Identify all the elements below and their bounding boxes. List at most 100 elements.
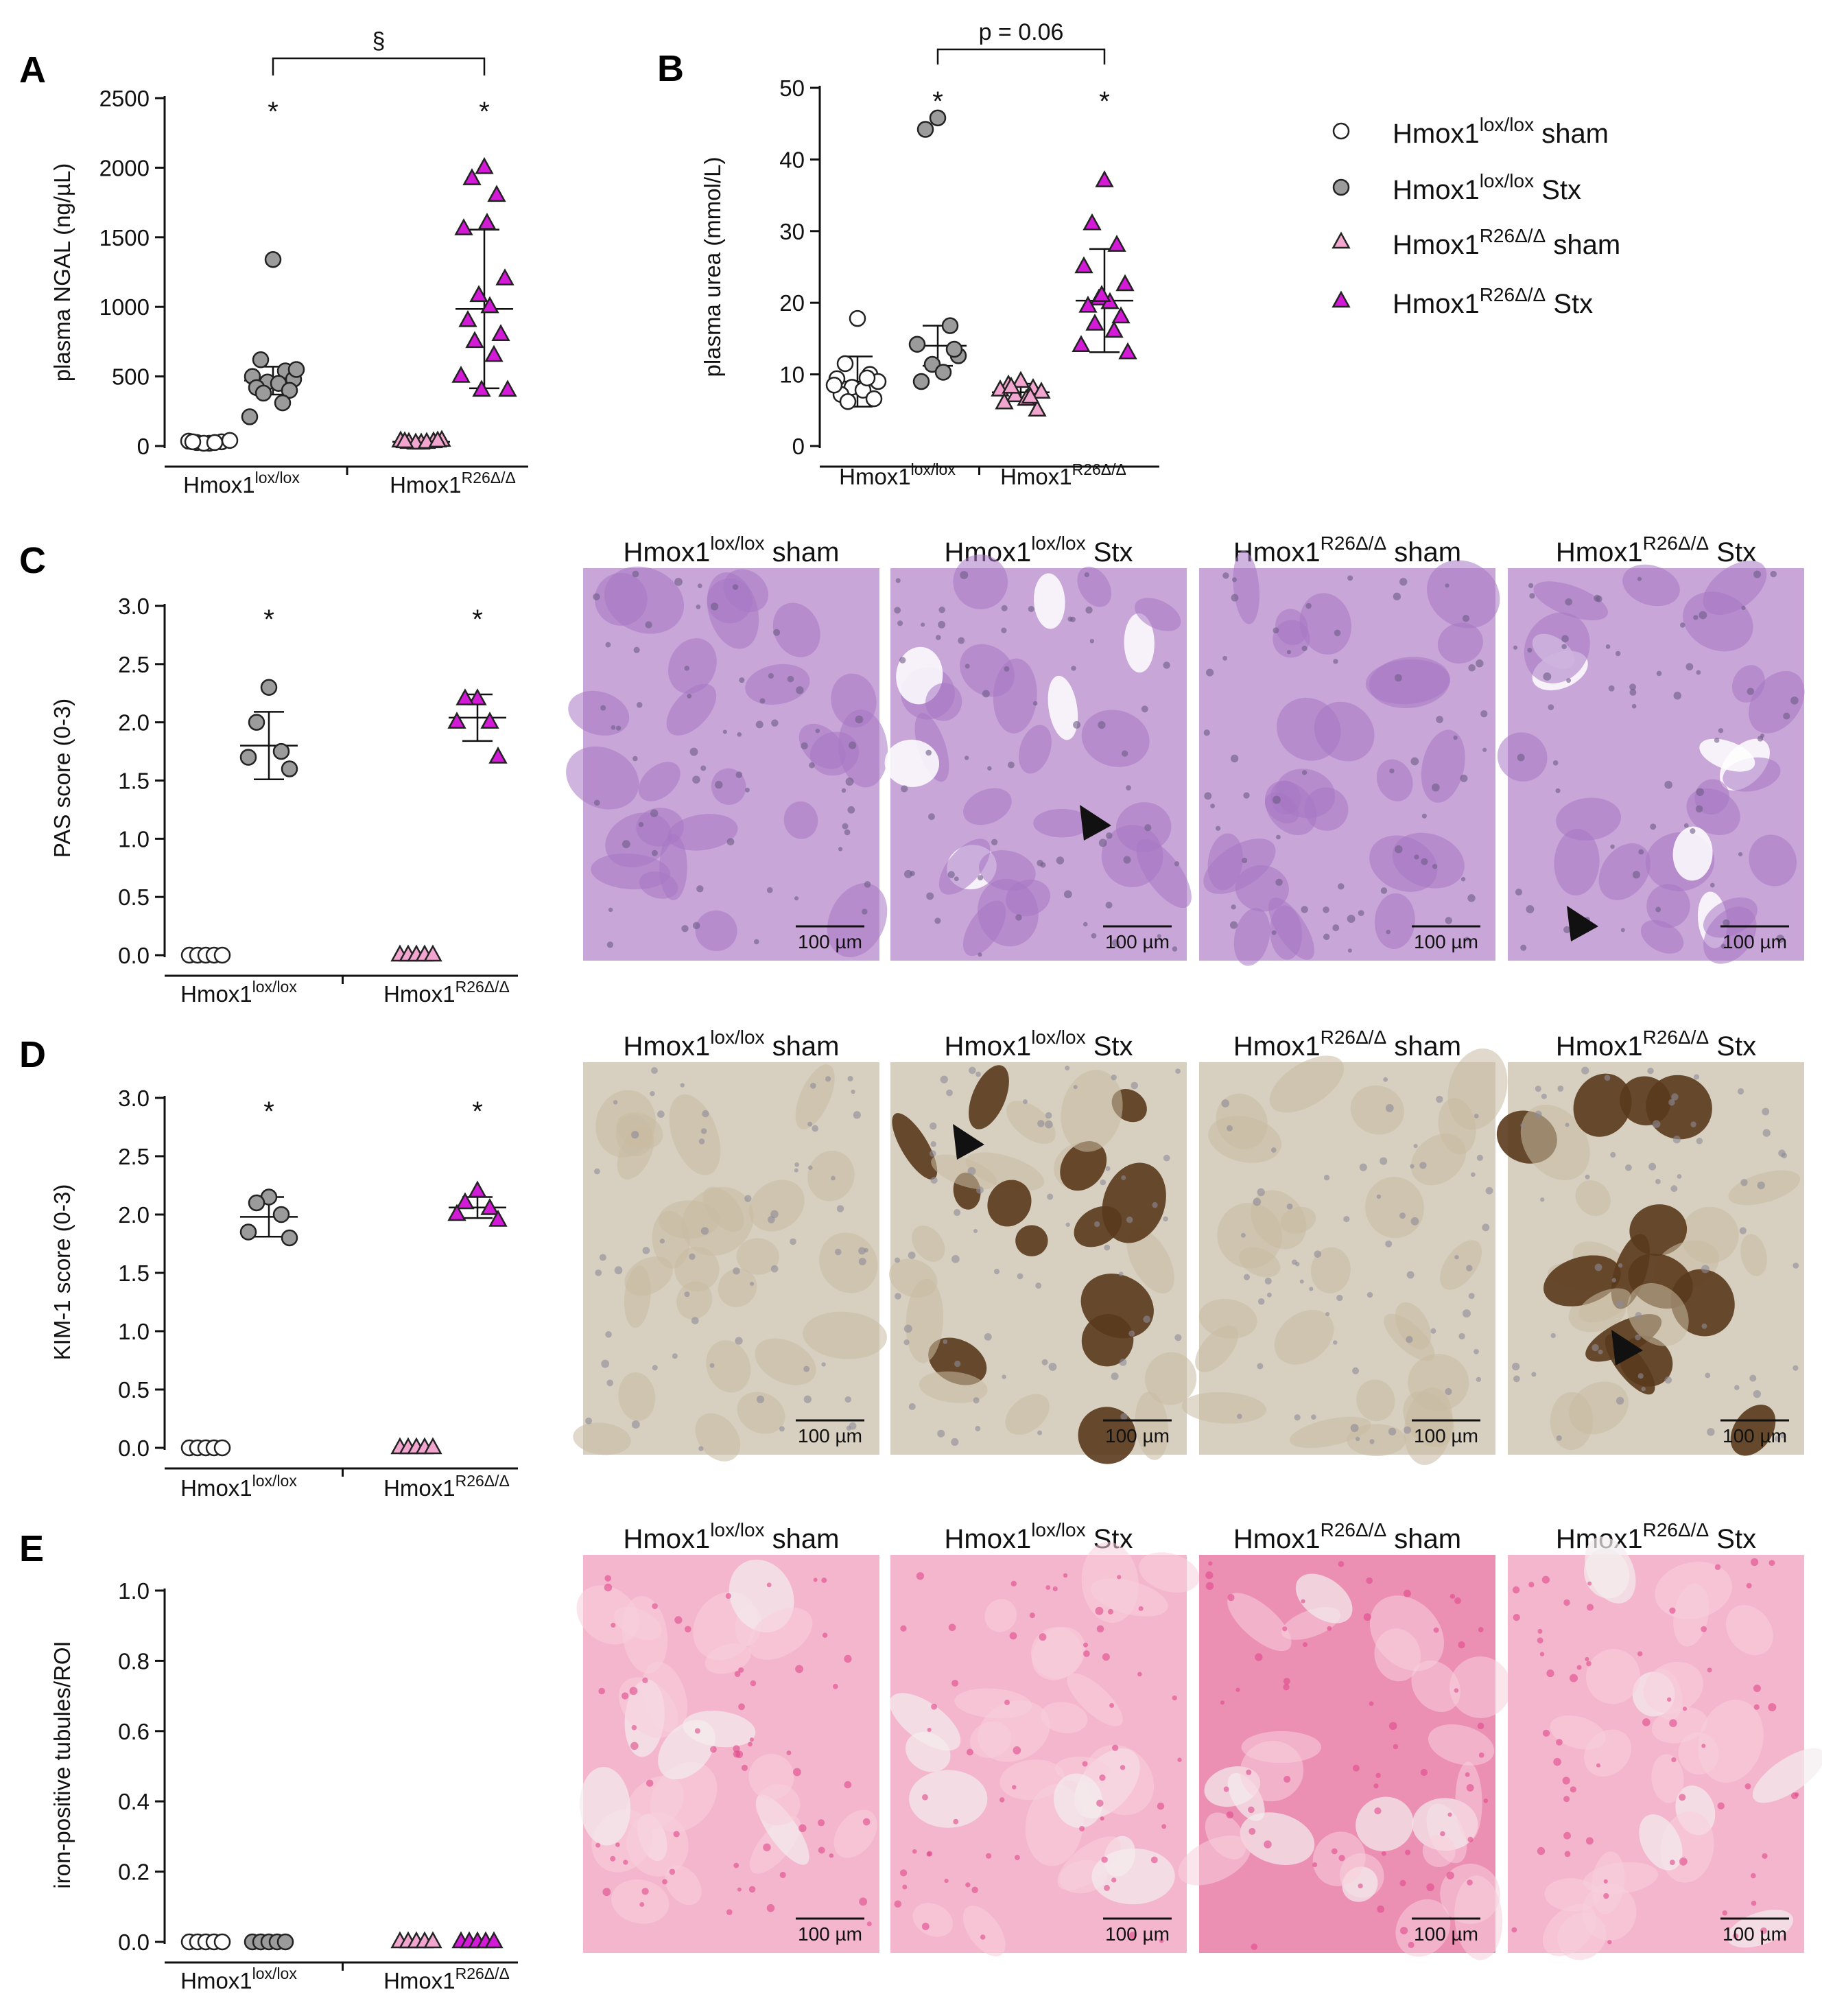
cell-nucleus — [1696, 788, 1704, 797]
cell-nucleus — [1586, 1604, 1594, 1611]
cell-nucleus — [1111, 1877, 1117, 1883]
cell-nucleus — [1141, 705, 1148, 713]
data-point — [468, 1180, 487, 1198]
tissue-structure — [1061, 1070, 1123, 1152]
data-point — [480, 712, 499, 729]
cell-nucleus — [1478, 1627, 1484, 1632]
cell-nucleus — [1762, 1853, 1768, 1859]
cell-nucleus — [786, 1750, 792, 1756]
tissue-structure — [1019, 725, 1052, 774]
tissue-structure — [1274, 1310, 1334, 1365]
cell-nucleus — [1405, 1849, 1411, 1855]
cell-nucleus — [1512, 1586, 1520, 1594]
cell-nucleus — [1531, 1372, 1537, 1377]
tissue-structure — [1740, 1234, 1767, 1276]
cell-nucleus — [1410, 757, 1419, 766]
label-base: Hmox1 — [945, 1031, 1032, 1062]
cell-nucleus — [809, 1082, 816, 1089]
data-point — [447, 712, 466, 729]
data-point — [1032, 382, 1051, 399]
cell-nucleus — [1381, 1851, 1386, 1856]
tissue-structure — [1181, 1392, 1267, 1424]
significance-star: * — [263, 605, 274, 635]
cell-nucleus — [700, 1128, 707, 1134]
cell-nucleus — [929, 1122, 937, 1130]
cell-nucleus — [951, 1679, 959, 1687]
cell-nucleus — [604, 1575, 611, 1582]
label-base: Hmox1 — [1000, 464, 1072, 489]
data-point — [1092, 285, 1111, 302]
cell-nucleus — [631, 1420, 640, 1429]
cell-nucleus — [1542, 1729, 1550, 1737]
cell-nucleus — [1128, 1330, 1135, 1337]
cell-nucleus — [1358, 910, 1364, 917]
tissue-structure — [1135, 598, 1181, 631]
data-point — [260, 679, 278, 696]
cell-nucleus — [971, 1886, 978, 1894]
cell-nucleus — [1717, 1802, 1725, 1810]
cell-nucleus — [1753, 1704, 1760, 1710]
cell-nucleus — [803, 1366, 810, 1372]
cell-nucleus — [1377, 1905, 1385, 1913]
cell-nucleus — [1093, 1221, 1100, 1228]
label-base: Hmox1 — [1393, 119, 1480, 149]
cell-nucleus — [645, 621, 652, 629]
cell-nucleus — [1478, 1752, 1484, 1758]
cell-nucleus — [1175, 1068, 1181, 1074]
arrowhead-marker — [1080, 805, 1111, 841]
cell-nucleus — [1230, 754, 1239, 763]
cell-nucleus — [745, 787, 750, 793]
micrograph-title: Hmox1R26Δ/Δ sham — [1233, 532, 1461, 567]
cell-nucleus — [1249, 1827, 1256, 1835]
tissue-structure — [1438, 1098, 1476, 1155]
cell-nucleus — [753, 939, 759, 945]
cell-nucleus — [954, 876, 959, 882]
cell-nucleus — [763, 1843, 771, 1851]
cell-nucleus — [807, 1165, 813, 1171]
data-point — [423, 944, 442, 962]
cell-nucleus — [984, 1333, 992, 1341]
cell-nucleus — [1562, 1777, 1570, 1785]
chart-plasma-ngal: 0 500 1000 1500 2000 2500 plasma NGAL (ng/µL) H… — [49, 28, 528, 497]
cell-nucleus — [1257, 1298, 1265, 1305]
cell-nucleus — [902, 1884, 908, 1890]
tissue-structure — [772, 602, 820, 657]
label-suffix: Stx — [1534, 175, 1581, 205]
cell-nucleus — [1001, 627, 1007, 633]
data-point — [184, 433, 202, 451]
cell-nucleus — [841, 788, 847, 793]
x-label-r26: Hmox1R26Δ/Δ — [1000, 460, 1126, 489]
cell-nucleus — [1144, 824, 1152, 832]
cell-nucleus — [1210, 804, 1216, 809]
cell-nucleus — [821, 1578, 827, 1583]
micrograph-title: Hmox1R26Δ/Δ Stx — [1556, 1519, 1756, 1554]
cell-nucleus — [1177, 1757, 1182, 1762]
data-point — [1006, 385, 1025, 403]
scale-bar-label: 100 µm — [1414, 1923, 1478, 1945]
cell-nucleus — [1604, 1075, 1611, 1081]
y-axis-label: PAS score (0-3) — [49, 699, 75, 858]
tissue-structure — [1034, 573, 1065, 629]
cell-nucleus — [1347, 948, 1352, 953]
tissue-structure — [1115, 802, 1172, 852]
tissue-structure — [1411, 1660, 1460, 1712]
data-point — [456, 688, 475, 705]
cell-nucleus — [622, 840, 630, 849]
cell-nucleus — [1375, 1772, 1381, 1779]
cell-nucleus — [766, 1582, 772, 1588]
scale-bar-label: 100 µm — [798, 931, 862, 952]
cell-nucleus — [652, 1365, 658, 1371]
cell-nucleus — [858, 1257, 866, 1265]
tissue-structure — [594, 572, 648, 626]
cell-nucleus — [866, 1921, 872, 1927]
tissue-structure — [1295, 1573, 1353, 1624]
micrograph-image: 100 µm — [576, 1555, 879, 1953]
tissue-structure — [665, 1865, 702, 1906]
cell-nucleus — [602, 1888, 611, 1897]
tissue-structure — [919, 1371, 988, 1403]
cell-nucleus — [1458, 1333, 1465, 1340]
tissue-structure — [668, 638, 717, 694]
cell-nucleus — [614, 1266, 623, 1275]
data-point — [423, 1437, 442, 1455]
